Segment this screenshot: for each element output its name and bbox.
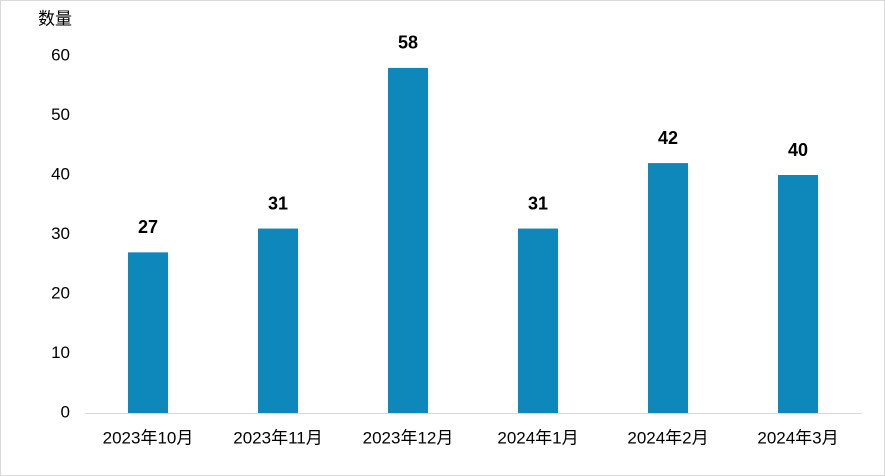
- y-tick-label: 0: [61, 402, 70, 421]
- x-tick-label: 2024年1月: [497, 428, 578, 447]
- bar: [648, 163, 688, 413]
- value-label: 27: [138, 217, 158, 237]
- y-tick-label: 30: [51, 224, 70, 243]
- bar: [388, 67, 428, 414]
- x-tick-label: 2023年11月: [233, 428, 322, 447]
- value-label: 42: [658, 128, 678, 148]
- value-label: 31: [268, 193, 288, 213]
- value-label: 31: [528, 193, 548, 213]
- y-axis-title: 数量: [38, 9, 72, 28]
- y-tick-label: 40: [51, 164, 70, 183]
- value-label: 40: [788, 140, 808, 160]
- x-tick-label: 2024年2月: [627, 428, 708, 447]
- bar: [258, 228, 298, 413]
- bar: [518, 228, 558, 413]
- y-tick-label: 60: [51, 45, 70, 64]
- y-tick-label: 20: [51, 283, 70, 302]
- x-tick-label: 2023年10月: [103, 428, 194, 447]
- value-label: 58: [398, 33, 418, 53]
- bar: [778, 175, 818, 413]
- x-tick-label: 2023年12月: [363, 428, 454, 447]
- x-tick-label: 2024年3月: [757, 428, 838, 447]
- bar: [128, 252, 168, 413]
- y-tick-label: 50: [51, 105, 70, 124]
- y-tick-label: 10: [51, 343, 70, 362]
